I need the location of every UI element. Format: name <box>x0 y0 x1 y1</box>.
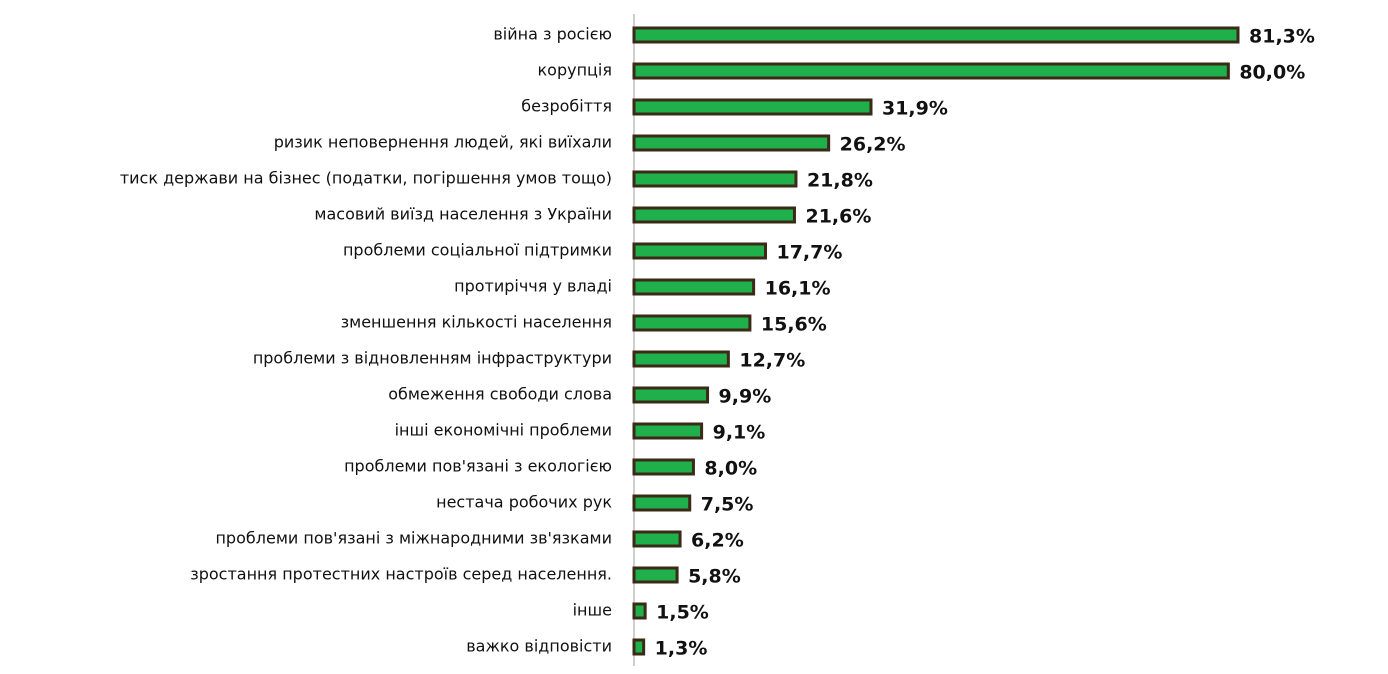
value-label: 9,9% <box>719 386 772 408</box>
value-label: 9,1% <box>713 422 766 444</box>
category-label: інше <box>573 601 612 620</box>
category-label: обмеження свободи слова <box>388 385 612 404</box>
category-label: тиск держави на бізнес (податки, погірше… <box>120 169 612 188</box>
value-label: 17,7% <box>776 242 842 264</box>
value-label: 1,5% <box>656 602 709 624</box>
bar <box>632 638 646 656</box>
bar <box>632 422 704 440</box>
value-label: 26,2% <box>840 134 906 156</box>
category-label: проблеми пов'язані з міжнародними зв'язк… <box>215 529 612 548</box>
bar <box>632 350 730 368</box>
value-label: 12,7% <box>739 350 805 372</box>
value-label: 15,6% <box>761 314 827 336</box>
category-label: інші економічні проблеми <box>395 421 612 440</box>
category-label: безробіття <box>521 97 612 116</box>
bar <box>632 278 756 296</box>
category-label: масовий виїзд населення з України <box>314 205 612 224</box>
category-label: ризик неповернення людей, які виїхали <box>274 133 612 152</box>
value-label: 81,3% <box>1249 26 1315 48</box>
bar <box>632 98 873 116</box>
bar <box>632 494 692 512</box>
value-label: 31,9% <box>882 98 948 120</box>
value-label: 7,5% <box>701 494 754 516</box>
value-label: 1,3% <box>655 638 708 660</box>
value-label: 80,0% <box>1239 62 1305 84</box>
value-label: 21,8% <box>807 170 873 192</box>
category-label: проблеми пов'язані з екологією <box>344 457 612 476</box>
category-label: війна з росією <box>493 25 612 44</box>
value-label: 21,6% <box>805 206 871 228</box>
bar <box>632 62 1230 80</box>
category-label: нестача робочих рук <box>436 493 612 512</box>
bar <box>632 602 647 620</box>
value-label: 16,1% <box>765 278 831 300</box>
value-label: 5,8% <box>688 566 741 588</box>
category-label: протиріччя у владі <box>454 277 612 296</box>
bar <box>632 386 710 404</box>
bar <box>632 26 1240 44</box>
bar <box>632 458 695 476</box>
value-label: 6,2% <box>691 530 744 552</box>
bar <box>632 170 798 188</box>
category-label: важко відповісти <box>466 637 612 656</box>
category-label: зростання протестних настроїв серед насе… <box>190 565 612 584</box>
bar <box>632 206 796 224</box>
bar <box>632 530 682 548</box>
category-label: проблеми соціальної підтримки <box>343 241 612 260</box>
bar <box>632 314 752 332</box>
category-label: зменшення кількості населення <box>341 313 612 332</box>
bar <box>632 566 679 584</box>
category-label: корупція <box>538 61 613 80</box>
bar <box>632 134 831 152</box>
value-label: 8,0% <box>704 458 757 480</box>
bar <box>632 242 767 260</box>
category-label: проблеми з відновленням інфраструктури <box>253 349 612 368</box>
